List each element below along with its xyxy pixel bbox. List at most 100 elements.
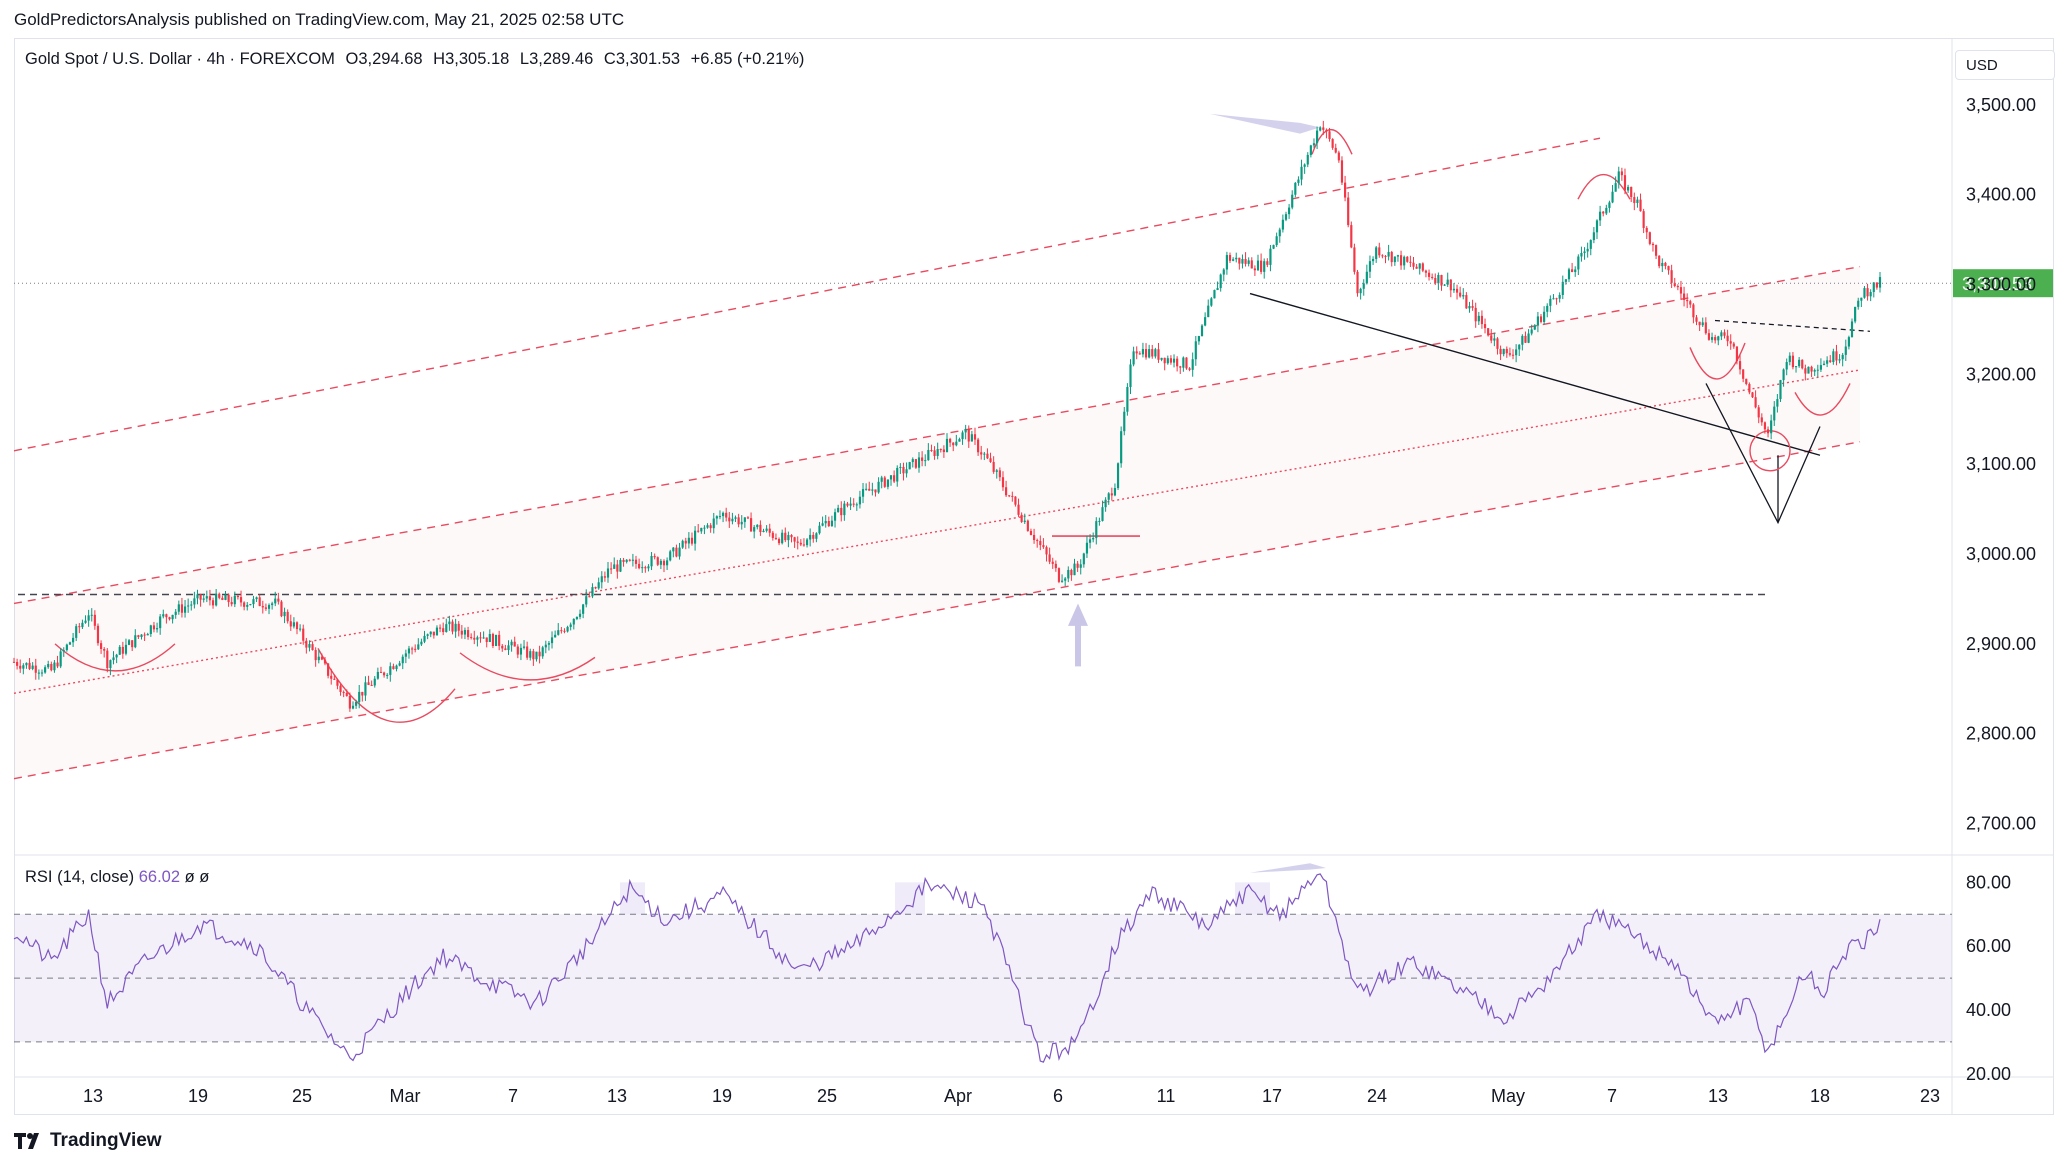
candle [1204, 317, 1207, 326]
candle [1101, 507, 1104, 521]
candle [1039, 540, 1042, 546]
candle [942, 449, 945, 453]
candle [68, 642, 72, 645]
candle [1574, 269, 1577, 273]
candle [1381, 255, 1384, 257]
symbol-name[interactable]: Gold Spot / U.S. Dollar · 4h · FOREXCOM [25, 50, 335, 68]
candle [1160, 357, 1163, 360]
candle [1602, 211, 1605, 214]
candle [1875, 282, 1878, 288]
candle [1527, 333, 1530, 343]
candle [1564, 279, 1567, 282]
candle [781, 532, 784, 544]
candle [1067, 569, 1070, 579]
tradingview-brand[interactable]: TradingView [14, 1130, 162, 1152]
rsi-arrow-icon [1250, 863, 1326, 873]
candle [911, 459, 914, 463]
rsi-label[interactable]: RSI (14, close) [25, 868, 135, 886]
candle [72, 637, 75, 643]
candle [314, 649, 317, 661]
price-tick-label: 2,900.00 [1966, 634, 2036, 654]
candle [211, 600, 215, 606]
candle [1415, 266, 1418, 269]
candle [1757, 407, 1760, 418]
candle [1095, 521, 1098, 539]
candle [1088, 539, 1092, 543]
candle [628, 559, 631, 561]
candle [501, 645, 504, 649]
candle [1496, 338, 1499, 349]
candle [666, 560, 669, 566]
candle [1172, 358, 1176, 363]
candle [330, 675, 333, 679]
candle [358, 691, 361, 702]
candle [1182, 357, 1185, 368]
candle [277, 598, 280, 602]
candle [1648, 232, 1651, 244]
candle [103, 648, 106, 651]
candle [1779, 380, 1782, 400]
candle [1225, 255, 1228, 270]
candle [386, 674, 389, 676]
candle [1561, 281, 1564, 295]
candle [25, 662, 28, 666]
candle [252, 599, 255, 605]
candle [174, 611, 177, 615]
candle [983, 453, 986, 455]
candle [19, 665, 22, 669]
candle [653, 556, 656, 558]
candle [1275, 236, 1278, 246]
candle [753, 527, 756, 532]
candle [22, 665, 25, 669]
candle [1244, 259, 1247, 264]
candle [1073, 563, 1076, 576]
candle [1284, 214, 1288, 220]
rsi-tick-label: 60.00 [1966, 936, 2011, 956]
candle [796, 541, 799, 543]
candle [706, 525, 709, 528]
candle [1471, 306, 1474, 308]
candle [1421, 263, 1424, 271]
candle [34, 665, 37, 673]
candle [333, 678, 336, 680]
candle [1763, 422, 1767, 430]
candle [1076, 563, 1079, 568]
candle [967, 428, 970, 442]
price-tick-label: 3,300.00 [1966, 275, 2036, 295]
candle [168, 617, 171, 620]
candle [908, 462, 911, 470]
candle [218, 593, 221, 598]
candle [37, 672, 40, 674]
candle [606, 568, 610, 578]
candle [1017, 504, 1020, 515]
candle [809, 534, 812, 540]
candle [442, 628, 445, 633]
candle [893, 475, 896, 482]
candle [1418, 263, 1421, 269]
rsi-overbought-fill [1235, 882, 1270, 915]
candle [1207, 305, 1210, 318]
candle [1860, 297, 1863, 301]
candle [50, 663, 53, 671]
candle [532, 651, 535, 660]
candle [432, 631, 435, 636]
candle [1232, 259, 1235, 261]
candle [896, 467, 899, 482]
top-arc [1311, 128, 1353, 155]
candle [718, 516, 722, 518]
candle [180, 604, 184, 613]
candle [641, 567, 644, 569]
candle [1782, 369, 1785, 381]
candle [1120, 431, 1123, 464]
candle [1465, 295, 1468, 309]
currency-selector[interactable]: USD [1955, 50, 2055, 80]
candle [370, 684, 373, 686]
candle [547, 643, 551, 645]
candle [401, 656, 404, 664]
candle [830, 520, 834, 527]
candle [1608, 202, 1611, 208]
candle [1698, 321, 1701, 326]
candle [1306, 154, 1309, 165]
ohlc-high: H3,305.18 [433, 50, 510, 68]
